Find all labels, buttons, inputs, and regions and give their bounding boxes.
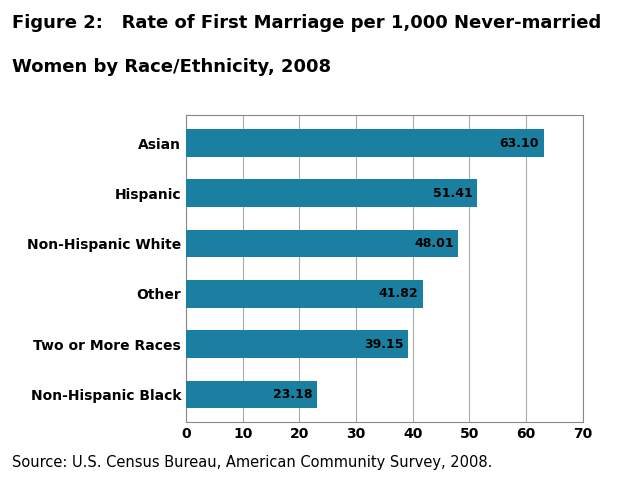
Text: 63.10: 63.10 — [500, 136, 539, 149]
Text: Source: U.S. Census Bureau, American Community Survey, 2008.: Source: U.S. Census Bureau, American Com… — [12, 456, 493, 470]
Bar — [186, 230, 458, 257]
Bar — [186, 381, 317, 408]
Text: 51.41: 51.41 — [433, 187, 473, 200]
Text: 23.18: 23.18 — [273, 388, 313, 401]
Text: 41.82: 41.82 — [379, 288, 418, 300]
Bar — [186, 129, 544, 157]
Text: 39.15: 39.15 — [364, 338, 404, 351]
Text: 48.01: 48.01 — [414, 237, 454, 250]
Bar — [186, 280, 423, 308]
Bar — [186, 180, 477, 207]
Text: Figure 2:   Rate of First Marriage per 1,000 Never-married: Figure 2: Rate of First Marriage per 1,0… — [12, 14, 601, 33]
Text: Women by Race/Ethnicity, 2008: Women by Race/Ethnicity, 2008 — [12, 58, 332, 76]
Bar — [186, 330, 408, 358]
